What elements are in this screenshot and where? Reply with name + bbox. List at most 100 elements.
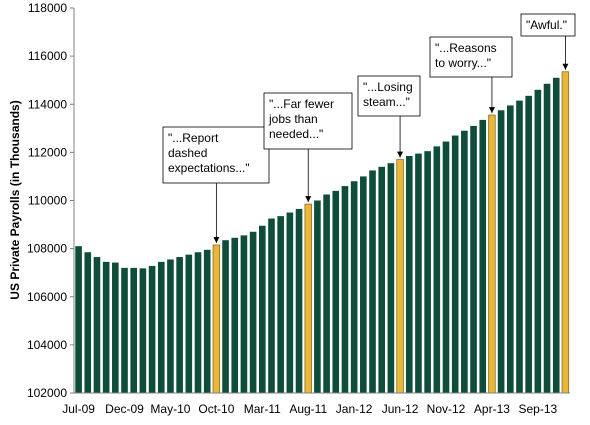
bar-highlighted <box>212 244 221 394</box>
x-tick-label: Oct-10 <box>198 402 234 416</box>
bar <box>139 268 147 393</box>
bar <box>534 89 542 393</box>
bar <box>424 151 431 393</box>
x-tick-label: Mar-11 <box>244 402 281 416</box>
bar <box>341 186 349 393</box>
bar <box>433 146 441 393</box>
y-tick-label: 108000 <box>27 242 67 256</box>
bar <box>387 163 395 393</box>
bar <box>350 181 358 393</box>
bars <box>75 71 570 394</box>
bar <box>442 141 450 393</box>
bar <box>277 216 284 393</box>
bar <box>249 231 257 393</box>
callout-text-line: expectations..." <box>168 161 250 175</box>
bar <box>203 249 211 393</box>
bar-highlighted <box>561 71 570 394</box>
callout-arrowhead <box>397 151 404 158</box>
bar <box>112 262 119 393</box>
callout-text-line: "...Report <box>168 131 219 145</box>
callout-text-line: steam..." <box>363 95 410 109</box>
bar <box>479 119 487 393</box>
callout-text-line: jobs than <box>268 112 318 126</box>
callout-box <box>429 36 513 78</box>
y-tick-label: 106000 <box>27 290 67 304</box>
bar <box>121 267 128 393</box>
x-tick-label: Dec-09 <box>105 402 144 416</box>
bar <box>552 77 560 393</box>
bar <box>369 170 376 393</box>
callout-text-line: needed..." <box>269 127 323 141</box>
x-tick-label: Jan-12 <box>336 402 373 416</box>
bar <box>295 208 303 393</box>
bar <box>451 135 459 393</box>
bar <box>222 240 229 393</box>
bar <box>415 153 422 393</box>
bar-highlighted <box>488 114 496 394</box>
bar <box>360 176 367 393</box>
bar <box>378 166 386 393</box>
callout-arrowhead <box>488 107 495 114</box>
bar <box>516 100 523 393</box>
y-tick-label: 104000 <box>27 338 67 352</box>
bar <box>543 83 551 393</box>
bar <box>75 246 82 393</box>
bar <box>258 225 266 393</box>
callout-text-line: "...Far fewer <box>269 97 334 111</box>
y-axis-ticks: 102000 104000 106000 108000 110000 112000 1140… <box>27 1 74 400</box>
bar <box>405 155 413 393</box>
callout-arrowhead <box>562 63 569 70</box>
bar <box>332 190 340 393</box>
y-tick-label: 114000 <box>28 97 67 111</box>
x-axis-ticks: Jul-09 Dec-09 May-10 Oct-10 Mar-11 Aug-11 Jan-… <box>62 402 557 416</box>
callout-arrowhead <box>305 196 312 203</box>
callout-text-line: "...Losing <box>363 80 413 94</box>
bar <box>497 110 505 393</box>
x-tick-label: Jul-09 <box>62 402 95 416</box>
bar <box>194 252 202 393</box>
y-tick-label: 112000 <box>28 145 67 159</box>
bar-highlighted <box>304 203 312 394</box>
y-tick-label: 110000 <box>28 194 67 208</box>
y-tick-label: 102000 <box>27 386 67 400</box>
y-axis-label: US Private Payrolls (in Thousands) <box>8 100 22 299</box>
callout-box <box>357 75 421 117</box>
callout-text-line: "Awful." <box>526 18 567 32</box>
bar <box>268 218 275 393</box>
callout-text-line: dashed <box>168 146 207 160</box>
callout-arrowhead <box>213 237 220 244</box>
x-tick-label: Nov-12 <box>427 402 466 416</box>
callout-text-line: to worry..." <box>435 56 491 70</box>
bar <box>470 125 477 393</box>
bar <box>130 267 138 393</box>
bar <box>176 257 183 393</box>
bar <box>93 257 101 393</box>
bar <box>286 212 294 393</box>
bar <box>231 237 239 393</box>
x-tick-label: May-10 <box>150 402 190 416</box>
callout: "Awful." <box>520 13 576 70</box>
x-tick-label: Aug-11 <box>289 402 327 416</box>
y-tick-label: 118000 <box>28 1 67 15</box>
bar <box>506 105 514 393</box>
bar <box>461 130 468 393</box>
bar <box>102 261 110 393</box>
callout-box <box>520 13 576 37</box>
x-tick-label: Jun-12 <box>382 402 419 416</box>
callout-text-line: "...Reasons <box>435 41 497 55</box>
bar <box>314 200 321 393</box>
bar <box>84 252 92 393</box>
bar <box>240 235 248 393</box>
bar <box>323 194 330 393</box>
bar <box>148 265 156 393</box>
bar <box>157 261 165 393</box>
x-tick-label: Sep-13 <box>519 402 558 416</box>
bar <box>167 259 174 393</box>
x-tick-label: Apr-13 <box>474 402 510 416</box>
callout-box <box>263 92 353 150</box>
